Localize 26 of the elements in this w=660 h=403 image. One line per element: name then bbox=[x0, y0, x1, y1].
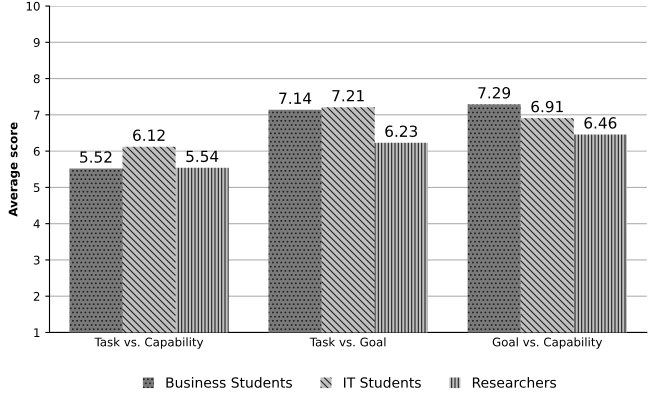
y-tick-label: 6 bbox=[34, 146, 40, 156]
legend-label: IT Students bbox=[344, 377, 421, 388]
legend-label: Business Students bbox=[166, 377, 292, 388]
x-tick-label: Goal vs. Capability bbox=[492, 337, 602, 349]
y-tick-label: 4 bbox=[34, 220, 40, 228]
x-tick-label: Task vs. Capability bbox=[94, 337, 204, 349]
y-tick-label: 5 bbox=[34, 183, 40, 192]
y-tick-label: 2 bbox=[34, 292, 40, 301]
data-label: 7.29 bbox=[478, 87, 510, 99]
data-label: 7.21 bbox=[332, 90, 364, 102]
x-tick-label: Task vs. Goal bbox=[310, 337, 386, 346]
data-label: 6.46 bbox=[584, 117, 616, 129]
y-axis-title: Average score bbox=[8, 122, 20, 217]
data-label: 5.54 bbox=[186, 150, 218, 162]
data-label: 6.23 bbox=[385, 125, 418, 138]
y-tick-label: 8 bbox=[34, 74, 40, 84]
legend-label: Researchers bbox=[472, 377, 556, 388]
data-label: 6.12 bbox=[133, 129, 165, 142]
data-label: 6.91 bbox=[531, 100, 563, 112]
y-tick-label: 10 bbox=[26, 2, 40, 11]
data-label: 5.52 bbox=[80, 151, 112, 163]
data-label: 7.14 bbox=[279, 92, 312, 104]
y-tick-label: 9 bbox=[34, 38, 40, 47]
y-tick-label: 7 bbox=[34, 110, 40, 120]
y-tick-label: 1 bbox=[34, 328, 40, 337]
y-tick-label: 3 bbox=[34, 256, 40, 265]
